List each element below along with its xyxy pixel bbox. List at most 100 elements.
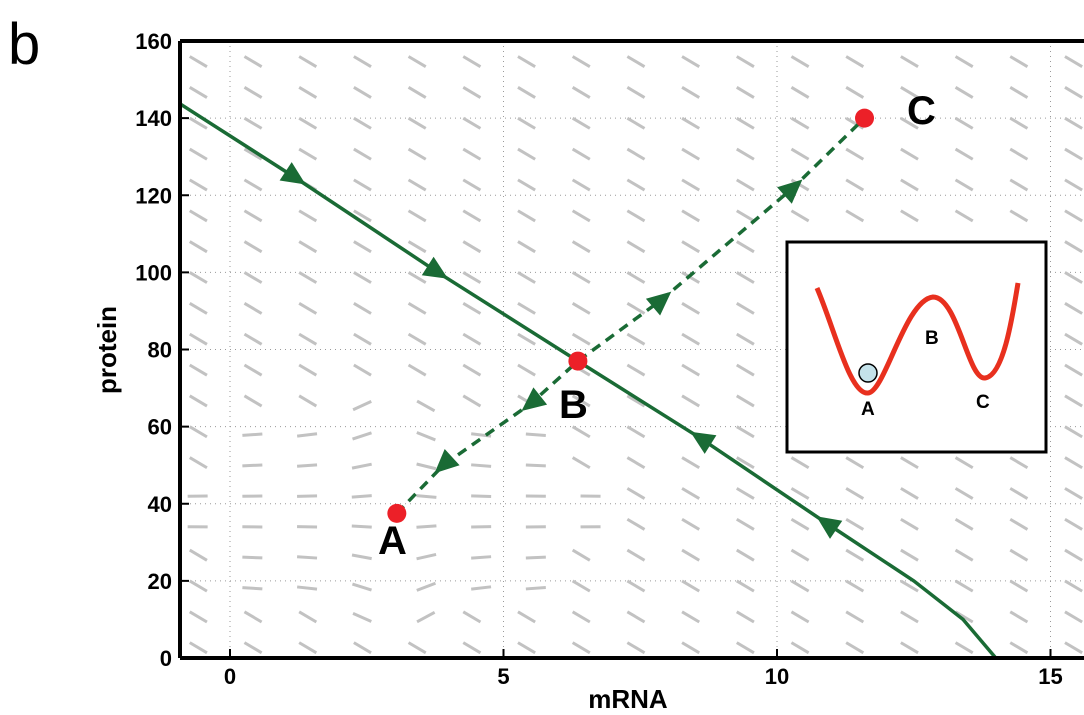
ball-marker — [858, 363, 878, 383]
field-dash — [790, 55, 819, 74]
field-dash — [1064, 147, 1084, 163]
field-dash — [626, 116, 654, 135]
field-dash — [462, 271, 490, 290]
field-dash — [571, 271, 600, 290]
field-dash — [735, 116, 764, 135]
field-dash — [900, 456, 928, 475]
fixed-point-c — [855, 108, 875, 128]
field-dash — [1064, 517, 1084, 533]
field-dash — [571, 240, 600, 259]
field-dash — [243, 610, 272, 629]
field-dash — [188, 147, 217, 166]
y-axis-title: protein — [92, 306, 122, 394]
field-dash — [1064, 487, 1084, 502]
field-dash — [298, 209, 326, 228]
field-dash — [517, 86, 545, 104]
label-point-a: A — [378, 519, 407, 563]
field-dash — [571, 394, 600, 413]
fixed-point-labels: A B C — [378, 89, 936, 563]
field-dash — [1064, 240, 1084, 255]
field-dash — [571, 86, 600, 104]
field-dash — [351, 553, 382, 562]
field-dash — [462, 147, 490, 166]
label-point-b: B — [559, 383, 588, 427]
field-dash — [845, 610, 873, 629]
field-dash — [735, 209, 764, 228]
field-dash — [1009, 610, 1037, 629]
field-dash — [735, 332, 764, 351]
field-dash — [461, 555, 492, 561]
field-dash — [571, 610, 600, 629]
field-dash — [845, 548, 873, 567]
field-dash — [243, 301, 272, 320]
field-dash — [243, 116, 272, 135]
field-dash — [407, 55, 436, 74]
field-dash — [626, 456, 654, 475]
label-point-c: C — [907, 89, 936, 133]
field-dash — [845, 641, 873, 658]
field-dash — [790, 579, 819, 598]
field-dash — [462, 86, 490, 104]
y-tick-label: 120 — [135, 183, 172, 208]
field-dash — [626, 147, 654, 166]
field-dash — [1064, 332, 1084, 348]
field-dash — [954, 178, 983, 197]
flow-arrow — [645, 291, 672, 316]
field-dash — [188, 394, 217, 413]
field-dash — [681, 610, 709, 629]
field-dash — [243, 178, 272, 197]
field-dash — [571, 209, 600, 228]
field-dash — [243, 641, 272, 658]
field-dash — [954, 209, 983, 228]
field-dash — [1009, 487, 1037, 505]
field-dash — [462, 116, 490, 135]
field-dash — [407, 178, 436, 197]
field-dash — [188, 209, 217, 228]
field-dash — [352, 395, 382, 412]
field-dash — [681, 301, 709, 320]
field-dash — [954, 147, 983, 166]
inset-label-c: C — [976, 392, 990, 413]
field-dash — [790, 641, 819, 658]
field-dash — [735, 641, 764, 658]
field-dash — [407, 641, 436, 658]
field-dash — [681, 55, 709, 74]
field-dash — [517, 240, 545, 259]
y-tick-label: 140 — [135, 106, 172, 131]
field-dash — [790, 209, 819, 228]
field-dash — [681, 456, 709, 475]
field-dash — [297, 494, 328, 498]
field-dash — [1064, 456, 1084, 471]
field-dash — [188, 579, 217, 598]
field-dash — [626, 240, 654, 259]
field-dash — [626, 271, 654, 290]
field-dash — [406, 524, 437, 530]
field-dash — [297, 525, 328, 529]
field-dash — [298, 363, 326, 382]
field-dash — [735, 579, 764, 598]
field-dash — [188, 178, 217, 197]
field-dash — [188, 456, 217, 475]
field-dash — [1064, 55, 1084, 70]
field-dash — [188, 116, 217, 135]
field-dash — [735, 363, 764, 382]
field-dash — [626, 86, 654, 104]
field-dash — [353, 55, 381, 74]
field-dash — [296, 555, 328, 561]
inset-label-b: B — [925, 328, 939, 349]
flow-arrow — [521, 387, 548, 411]
field-dash — [681, 548, 709, 567]
field-dash — [243, 363, 272, 382]
field-dash — [571, 641, 600, 658]
field-dash — [188, 301, 217, 320]
field-dash — [845, 178, 873, 197]
field-dash — [900, 641, 928, 658]
field-dash — [1009, 641, 1037, 658]
field-dash — [462, 301, 490, 320]
ticks: 0 20 40 60 80 100 120 140 160 0 5 10 15 — [135, 29, 1062, 689]
field-dash — [1064, 271, 1084, 286]
field-dash — [517, 147, 545, 166]
field-dash — [298, 332, 326, 351]
field-dash — [515, 586, 546, 592]
